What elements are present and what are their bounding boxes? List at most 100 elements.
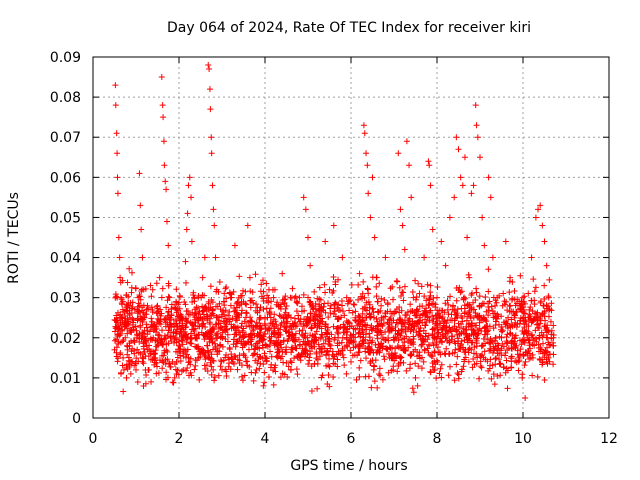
- data-point: [119, 326, 126, 333]
- data-point: [507, 274, 514, 281]
- data-point: [214, 347, 221, 354]
- data-point: [140, 286, 147, 293]
- data-point: [280, 359, 287, 366]
- data-point: [332, 281, 339, 288]
- data-point: [396, 304, 403, 311]
- data-point: [176, 323, 183, 330]
- x-tick-labels: 0 2 4 6 8 10 12: [89, 431, 618, 447]
- data-point: [159, 365, 166, 372]
- data-point: [278, 344, 285, 351]
- data-point: [534, 314, 541, 321]
- data-point: [550, 342, 557, 349]
- data-point: [164, 312, 171, 319]
- data-point: [156, 310, 163, 317]
- data-point: [284, 373, 291, 380]
- data-point: [311, 288, 318, 295]
- data-point: [176, 342, 182, 349]
- data-point: [188, 326, 195, 333]
- data-point: [537, 202, 544, 209]
- data-point: [512, 319, 519, 326]
- data-point: [445, 372, 452, 379]
- data-point: [208, 150, 215, 157]
- data-point: [148, 315, 155, 322]
- data-point: [112, 102, 119, 109]
- data-point: [165, 242, 172, 249]
- data-point: [244, 222, 251, 229]
- data-point: [325, 300, 332, 307]
- data-point: [356, 270, 363, 277]
- data-point: [427, 307, 434, 314]
- data-point: [466, 301, 473, 308]
- data-point: [472, 297, 479, 304]
- data-point: [283, 344, 290, 351]
- data-point: [426, 162, 433, 169]
- data-point: [243, 358, 250, 365]
- data-point: [396, 331, 403, 338]
- data-point: [326, 363, 333, 370]
- data-point: [179, 350, 186, 357]
- data-point: [389, 283, 396, 290]
- data-point: [460, 325, 467, 332]
- data-point: [166, 294, 173, 301]
- data-point: [243, 340, 250, 347]
- data-point: [162, 178, 169, 185]
- data-point: [517, 346, 524, 353]
- data-point: [428, 353, 435, 360]
- data-point: [328, 331, 335, 338]
- data-point: [473, 285, 480, 292]
- data-point: [168, 338, 175, 345]
- data-point: [497, 361, 504, 368]
- data-point: [317, 346, 324, 353]
- data-point: [507, 330, 514, 337]
- data-point: [541, 377, 548, 384]
- data-point: [195, 345, 202, 352]
- data-point: [393, 319, 400, 326]
- x-tick-label: 6: [347, 431, 356, 447]
- data-point: [426, 317, 433, 324]
- data-point: [325, 371, 332, 378]
- y-tick-label: 0.06: [50, 170, 81, 186]
- data-point: [398, 327, 405, 334]
- data-point: [431, 335, 438, 342]
- data-point: [500, 343, 507, 350]
- data-point: [117, 274, 124, 281]
- data-point: [174, 367, 181, 374]
- data-point: [308, 337, 315, 344]
- data-point: [250, 324, 257, 331]
- data-point: [473, 122, 480, 129]
- data-point: [315, 313, 322, 320]
- data-point: [163, 304, 170, 311]
- data-point: [301, 307, 308, 314]
- data-point: [276, 312, 283, 319]
- data-point: [413, 294, 420, 301]
- data-point: [338, 339, 345, 346]
- data-point: [261, 369, 268, 376]
- data-point: [231, 323, 238, 330]
- data-point: [365, 373, 372, 380]
- data-point: [223, 326, 230, 333]
- data-point: [482, 293, 489, 300]
- x-tick-label: 4: [261, 431, 270, 447]
- data-point: [213, 286, 220, 293]
- data-point: [215, 320, 222, 327]
- data-point: [117, 279, 124, 286]
- data-point: [518, 341, 525, 348]
- data-point: [188, 194, 195, 201]
- data-point: [373, 315, 380, 322]
- data-point: [266, 342, 273, 349]
- data-point: [135, 308, 142, 315]
- data-point: [494, 315, 501, 322]
- data-point: [277, 339, 284, 346]
- data-point: [471, 361, 478, 368]
- data-point: [503, 298, 510, 305]
- data-point: [389, 344, 396, 351]
- data-point: [263, 280, 270, 287]
- data-point: [425, 158, 432, 165]
- data-point: [135, 300, 142, 307]
- data-point: [308, 343, 315, 350]
- data-point: [492, 334, 499, 341]
- data-point: [152, 347, 159, 354]
- data-point: [378, 331, 385, 338]
- data-point: [150, 334, 157, 341]
- data-point: [134, 346, 141, 353]
